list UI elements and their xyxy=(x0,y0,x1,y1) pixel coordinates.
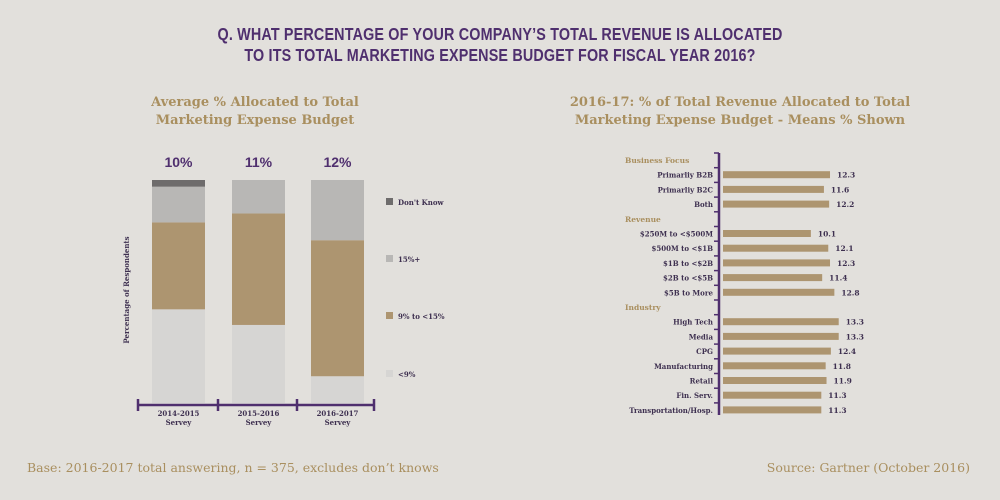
hbar-label-primarliy-b2c: Primarliy B2C xyxy=(658,185,714,194)
hbar-value-fin-serv: 11.3 xyxy=(828,391,846,400)
legend-label-don-t-know: Don't Know xyxy=(398,198,444,207)
stacked-bar-segment-9-to-15-1 xyxy=(152,222,205,310)
hbar-label-media: Media xyxy=(689,332,714,341)
stacked-chart-title-line-2: Marketing Expense Budget xyxy=(155,113,355,128)
category-label-1-line-2: Servey xyxy=(166,418,193,427)
stacked-bar-segment-15-1 xyxy=(152,186,205,223)
stacked-bar-segment-9-3 xyxy=(311,376,364,403)
hbar-label-500m-to-1b: $500M to <$1B xyxy=(651,244,713,253)
hbar-both xyxy=(723,200,830,208)
stacked-bar-segment-9-to-15-2 xyxy=(232,213,285,325)
hbar-label-both: Both xyxy=(694,200,713,209)
hbar-transportation-hosp xyxy=(723,406,822,414)
category-label-3-line-1: 2016-2017 xyxy=(317,409,359,418)
legend-label-15: 15%+ xyxy=(398,255,420,264)
source-note: Source: Gartner (October 2016) xyxy=(766,460,970,475)
hbar-value-5b-to-more: 12.8 xyxy=(841,288,859,297)
means-chart-title-line-2: Marketing Expense Budget - Means % Shown xyxy=(574,113,906,128)
stacked-bar-segment-15-3 xyxy=(311,180,364,241)
legend-swatch-9 xyxy=(386,370,393,377)
hbar-value-high-tech: 13.3 xyxy=(846,318,864,327)
hbar-label-primarliy-b2b: Primarliy B2B xyxy=(657,171,713,180)
hbar-value-cpg: 12.4 xyxy=(838,347,856,356)
category-label-1-line-1: 2014-2015 xyxy=(158,409,200,418)
hbar-value-250m-to-500m: 10.1 xyxy=(818,230,836,239)
hbar-1b-to-2b xyxy=(723,259,831,267)
stacked-bar-segment-9-to-15-3 xyxy=(311,240,364,377)
hbar-label-250m-to-500m: $250M to <$500M xyxy=(640,230,713,239)
stacked-bar-segment-9-2 xyxy=(232,324,285,403)
hbar-label-fin-serv: Fin. Serv. xyxy=(676,391,713,400)
hbar-label-retail: Retail xyxy=(690,377,714,386)
question-line-2: TO ITS TOTAL MARKETING EXPENSE BUDGET FO… xyxy=(244,45,756,65)
hbar-retail xyxy=(723,377,827,384)
hbar-5b-to-more xyxy=(723,288,835,296)
hbar-primarliy-b2b xyxy=(723,171,831,179)
category-label-2-line-2: Servey xyxy=(246,418,273,427)
hbar-cpg xyxy=(723,347,831,355)
hbar-manufacturing xyxy=(723,362,826,370)
hbar-label-1b-to-2b: $1B to <$2B xyxy=(663,259,713,268)
category-label-2-line-1: 2015-2016 xyxy=(238,409,280,418)
hbar-value-primarliy-b2c: 11.6 xyxy=(831,185,849,194)
legend-label-9: <9% xyxy=(398,370,416,379)
question-title: Q. WHAT PERCENTAGE OF YOUR COMPANY’S TOT… xyxy=(90,24,910,66)
means-chart-title-line-1: 2016-17: % of Total Revenue Allocated to… xyxy=(569,95,911,110)
hbar-value-retail: 11.9 xyxy=(834,377,852,386)
hbar-value-primarliy-b2b: 12.3 xyxy=(837,171,855,180)
hbar-value-manufacturing: 11.8 xyxy=(833,362,851,371)
top-label-1: 10% xyxy=(164,154,193,170)
hbar-value-transportation-hosp: 11.3 xyxy=(828,406,846,415)
stacked-bar-segment-9-1 xyxy=(152,309,205,403)
hbar-fin-serv xyxy=(723,391,822,399)
means-chart-title: 2016-17: % of Total Revenue Allocated to… xyxy=(565,94,915,130)
hbar-label-cpg: CPG xyxy=(696,347,713,356)
base-note: Base: 2016-2017 total answering, n = 375… xyxy=(27,460,439,475)
hbar-primarliy-b2c xyxy=(723,185,824,193)
stacked-chart-title: Average % Allocated to Total Marketing E… xyxy=(130,94,380,130)
hbar-500m-to-1b xyxy=(723,244,829,252)
hbar-label-2b-to-5b: $2B to <$5B xyxy=(663,274,713,283)
hbar-value-1b-to-2b: 12.3 xyxy=(837,259,855,268)
top-label-2: 11% xyxy=(245,154,273,170)
legend-swatch-9-to-15 xyxy=(386,312,393,319)
hbar-label-high-tech: High Tech xyxy=(673,318,713,327)
group-label-industry: Industry xyxy=(625,303,661,312)
question-line-1: Q. WHAT PERCENTAGE OF YOUR COMPANY’S TOT… xyxy=(217,24,783,44)
hbar-250m-to-500m xyxy=(723,230,811,237)
hbar-media xyxy=(723,332,839,340)
stacked-y-axis-label: Percentage of Respondents xyxy=(122,236,131,343)
group-label-business-focus: Business Focus xyxy=(625,156,689,165)
category-label-3-line-2: Servey xyxy=(325,418,352,427)
group-label-revenue: Revenue xyxy=(625,215,661,224)
hbar-2b-to-5b xyxy=(723,274,823,282)
legend-swatch-15 xyxy=(386,255,393,262)
hbar-label-manufacturing: Manufacturing xyxy=(654,362,713,371)
hbar-high-tech xyxy=(723,318,839,326)
hbar-value-500m-to-1b: 12.1 xyxy=(835,244,853,253)
stacked-bar-segment-15-2 xyxy=(232,180,285,214)
legend-label-9-to-15: 9% to <15% xyxy=(398,312,445,321)
stacked-bar-segment-don-t-know-1 xyxy=(152,180,205,187)
hbar-label-5b-to-more: $5B to More xyxy=(664,288,714,297)
stacked-chart-title-line-1: Average % Allocated to Total xyxy=(151,95,359,110)
hbar-value-both: 12.2 xyxy=(836,200,854,209)
hbar-value-media: 13.3 xyxy=(846,332,864,341)
legend-swatch-don-t-know xyxy=(386,198,393,205)
hbar-label-transportation-hosp: Transportation/Hosp. xyxy=(629,406,713,415)
top-label-3: 12% xyxy=(323,154,352,170)
hbar-value-2b-to-5b: 11.4 xyxy=(829,274,847,283)
